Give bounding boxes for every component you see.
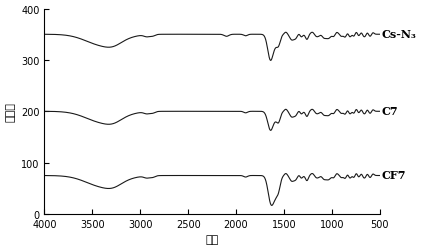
X-axis label: 波长: 波长 bbox=[206, 234, 219, 244]
Text: CF7: CF7 bbox=[381, 169, 406, 180]
Text: Cs-N₃: Cs-N₃ bbox=[381, 28, 417, 40]
Text: C7: C7 bbox=[381, 105, 398, 116]
Y-axis label: 透过率: 透过率 bbox=[5, 102, 16, 122]
